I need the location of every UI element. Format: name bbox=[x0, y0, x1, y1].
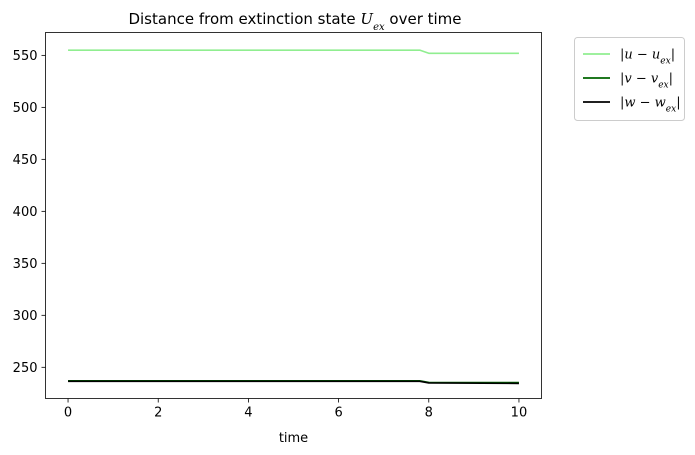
y-tick-label: 550 bbox=[13, 49, 38, 64]
y-tick-label: 350 bbox=[13, 257, 38, 272]
y-tick-label: 450 bbox=[13, 153, 38, 168]
legend: |u − uex| |v − vex| |w − wex| bbox=[574, 37, 685, 121]
x-tick-label: 0 bbox=[64, 406, 72, 421]
legend-label-0: |u − uex| bbox=[620, 48, 675, 67]
x-axis-label: time bbox=[279, 431, 308, 446]
x-axis: 0 2 4 6 8 10 bbox=[64, 398, 528, 421]
plot-area bbox=[68, 49, 519, 385]
series-line-2 bbox=[68, 380, 519, 385]
legend-label-1: |v − vex| bbox=[620, 72, 673, 91]
x-tick-label: 2 bbox=[154, 406, 162, 421]
legend-box bbox=[574, 37, 685, 121]
x-tick-label: 4 bbox=[244, 406, 252, 421]
legend-label-2: |w − wex| bbox=[620, 96, 681, 115]
y-axis: 250 300 350 400 450 500 550 bbox=[13, 49, 46, 376]
y-tick-label: 250 bbox=[13, 361, 38, 376]
chart-title: Distance from extinction state Uex over … bbox=[128, 10, 461, 33]
y-tick-label: 500 bbox=[13, 101, 38, 116]
y-tick-label: 400 bbox=[13, 205, 38, 220]
x-tick-label: 10 bbox=[511, 406, 528, 421]
plot-frame bbox=[45, 32, 542, 399]
y-tick-label: 300 bbox=[13, 309, 38, 324]
x-tick-label: 8 bbox=[425, 406, 433, 421]
x-tick-label: 6 bbox=[334, 406, 342, 421]
series-line-0 bbox=[68, 49, 519, 55]
